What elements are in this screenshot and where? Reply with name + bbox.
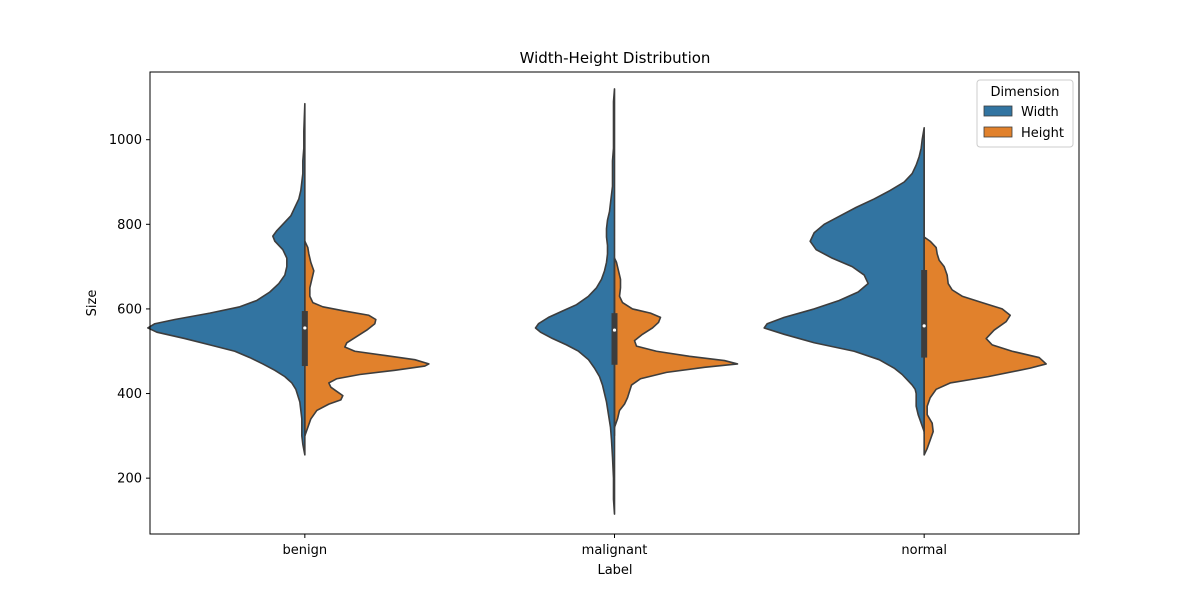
box-median-benign xyxy=(303,326,307,330)
violin-height-malignant xyxy=(613,257,739,429)
y-axis: 200 400 600 800 1000 xyxy=(109,133,150,487)
x-tick-label-malignant: malignant xyxy=(582,543,648,558)
violin-width-malignant xyxy=(534,88,616,515)
box-iqr-benign xyxy=(301,311,308,367)
y-tick-label-1000: 1000 xyxy=(109,133,142,148)
legend-title: Dimension xyxy=(990,85,1059,100)
violin-width-benign xyxy=(147,102,306,456)
box-median-malignant xyxy=(612,328,617,332)
violin-width-normal xyxy=(763,127,925,433)
box-iqr-malignant xyxy=(611,313,618,365)
x-axis: benign malignant normal xyxy=(283,534,947,558)
y-axis-label: Size xyxy=(85,290,100,317)
y-tick-label-800: 800 xyxy=(117,218,142,233)
legend-swatch-height xyxy=(983,126,1013,138)
x-tick-label-normal: normal xyxy=(901,543,947,558)
y-tick-label-600: 600 xyxy=(117,302,142,317)
legend: Dimension Width Height xyxy=(976,79,1074,148)
violin-layer xyxy=(147,88,1047,515)
chart-title: Width-Height Distribution xyxy=(520,49,711,67)
legend-label-height: Height xyxy=(1021,126,1064,141)
box-median-normal xyxy=(922,324,926,328)
violin-height-normal xyxy=(923,236,1047,456)
legend-swatch-width xyxy=(983,105,1013,117)
violin-height-benign xyxy=(304,240,430,437)
x-tick-label-benign: benign xyxy=(283,543,328,558)
legend-label-width: Width xyxy=(1021,105,1059,120)
x-axis-label: Label xyxy=(597,563,632,578)
box-iqr-normal xyxy=(921,270,928,358)
y-tick-label-200: 200 xyxy=(117,472,142,487)
y-tick-label-400: 400 xyxy=(117,387,142,402)
box-layer xyxy=(301,139,928,436)
